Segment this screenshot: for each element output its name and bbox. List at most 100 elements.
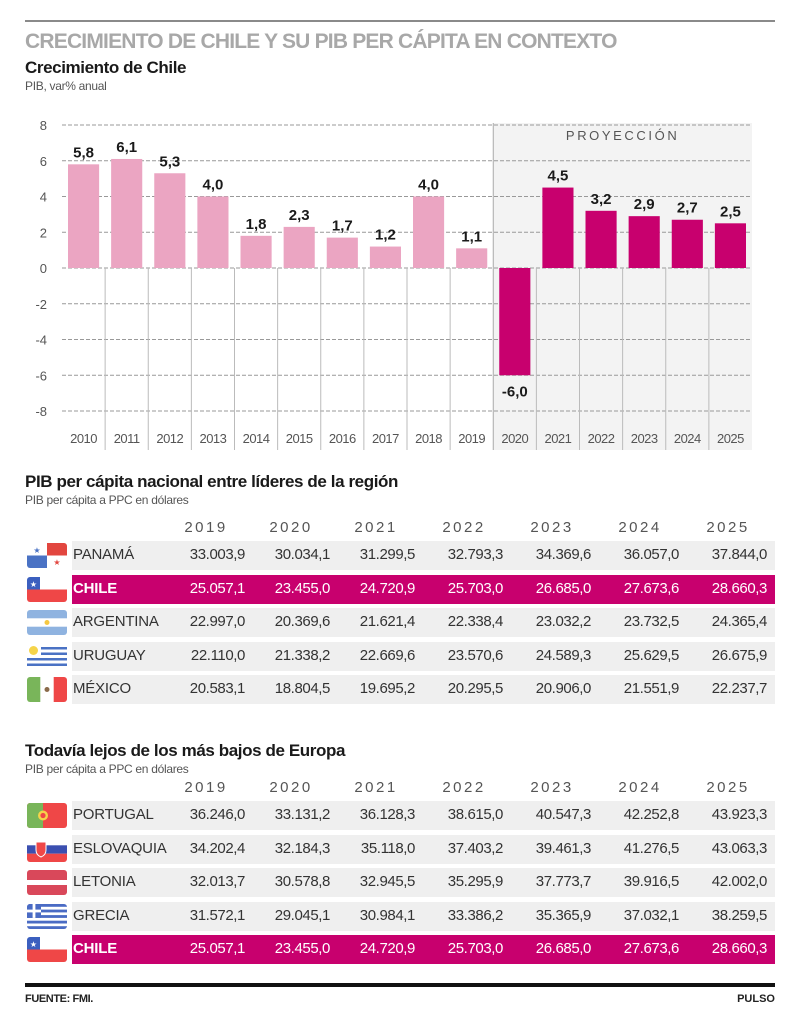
row-background — [72, 574, 775, 604]
column-header-2021: 2021 — [354, 519, 398, 536]
value-cell-2020: 21.338,2 — [274, 646, 331, 664]
data-label-2021: 4,5 — [548, 168, 569, 185]
bar-2013 — [197, 196, 229, 268]
table2-subtitle: PIB per cápita a PPC en dólares — [25, 762, 189, 776]
x-tick-label: 2021 — [544, 431, 571, 446]
table-header: 2019 2020 2021 2022 2023 2024 2025 — [25, 775, 775, 801]
latvia-flag-icon — [27, 870, 67, 895]
column-header-2025: 2025 — [706, 779, 750, 796]
table-row-chile: ★ CHILE 25.057,1 23.455,0 24.720,9 25.703,0 26… — [25, 574, 775, 604]
country-name: PANAMÁ — [73, 546, 135, 563]
chile-flag-icon: ★ — [27, 576, 67, 602]
svg-text:★: ★ — [33, 546, 40, 555]
table-row-eslovaquia: ESLOVAQUIA 34.202,4 32.184,3 35.118,0 37.403… — [25, 834, 775, 864]
data-label-2014: 1,8 — [246, 216, 267, 233]
value-cell-2020: 30.034,1 — [274, 546, 331, 563]
value-cell-2020: 23.455,0 — [274, 940, 331, 957]
row-background — [72, 541, 775, 570]
y-tick-label: -6 — [35, 368, 47, 383]
europe-gdp-table: 2019 2020 2021 2022 2023 2024 2025 PORTUGAL 36.2… — [25, 775, 775, 969]
value-cell-2021: 21.621,4 — [359, 613, 416, 630]
bar-2018 — [413, 196, 445, 268]
value-cell-2019: 22.110,0 — [190, 646, 245, 664]
table-row-méxico: MÉXICO 20.583,1 18.804,5 19.695,2 20.295,5 20… — [25, 675, 775, 704]
data-label-2015: 2,3 — [289, 207, 310, 224]
data-label-2016: 1,7 — [332, 218, 353, 235]
table-row-panamá: ★ ★ PANAMÁ 33.003,9 30.034,1 31.299,5 32.793,3… — [25, 541, 775, 570]
bar-2016 — [326, 237, 358, 268]
value-cell-2022: 38.615,0 — [447, 806, 504, 823]
column-header-2020: 2020 — [269, 519, 313, 536]
main-title: CRECIMIENTO DE CHILE Y SU PIB PER CÁPITA… — [25, 30, 617, 53]
bar-2015 — [283, 226, 315, 268]
value-cell-2022: 32.793,3 — [447, 546, 504, 563]
value-cell-2020: 32.184,3 — [274, 839, 331, 857]
x-tick-label: 2025 — [717, 431, 744, 446]
bottom-rule — [25, 983, 775, 987]
value-cell-2024: 25.629,5 — [623, 646, 680, 664]
x-tick-label: 2014 — [243, 431, 270, 446]
value-cell-2022: 22.338,4 — [447, 613, 504, 630]
data-label-2019: 1,1 — [461, 228, 482, 245]
column-header-2020: 2020 — [269, 779, 313, 796]
data-label-2023: 2,9 — [634, 196, 655, 213]
value-cell-2019: 34.202,4 — [189, 839, 246, 857]
value-cell-2024: 37.032,1 — [623, 906, 680, 924]
uruguay-flag-icon — [27, 643, 67, 669]
data-label-2024: 2,7 — [677, 200, 698, 217]
table-header: 2019 2020 2021 2022 2023 2024 2025 — [25, 515, 775, 541]
value-cell-2024: 27.673,6 — [623, 579, 680, 597]
row-background — [72, 641, 775, 671]
bar-2017 — [369, 246, 401, 268]
data-label-2012: 5,3 — [159, 153, 180, 170]
latam-gdp-table: 2019 2020 2021 2022 2023 2024 2025 ★ ★ PANAMÁ 33.0… — [25, 515, 775, 709]
value-cell-2025: 28.660,3 — [711, 940, 768, 957]
bar-2011 — [111, 158, 143, 268]
value-cell-2023: 24.589,3 — [535, 646, 592, 664]
row-background — [72, 675, 775, 704]
value-cell-2025: 37.844,0 — [711, 546, 768, 563]
column-header-2023: 2023 — [530, 779, 574, 796]
value-cell-2025: 38.259,5 — [711, 906, 768, 924]
y-tick-label: -2 — [35, 297, 47, 312]
value-cell-2025: 43.063,3 — [711, 839, 768, 857]
value-cell-2021: 24.720,9 — [359, 579, 416, 597]
growth-bar-chart: PROYECCIÓN 8 6 4 2 0 -2 -4 -6 -8 5,8 2010 6,1 2011 5,3… — [35, 118, 752, 450]
table2-title: Todavía lejos de los más bajos de Europa — [25, 741, 346, 760]
value-cell-2019: 25.057,1 — [189, 579, 246, 597]
x-tick-label: 2013 — [199, 431, 226, 446]
column-header-2022: 2022 — [442, 779, 486, 796]
column-header-2021: 2021 — [354, 779, 398, 796]
data-label-2013: 4,0 — [203, 177, 224, 194]
bar-2019 — [456, 248, 488, 268]
country-name: ARGENTINA — [73, 613, 159, 630]
column-header-2023: 2023 — [530, 519, 574, 536]
value-cell-2021: 22.669,6 — [359, 646, 416, 664]
value-cell-2020: 29.045,1 — [274, 906, 331, 924]
column-header-2019: 2019 — [184, 519, 228, 536]
data-label-2018: 4,0 — [418, 177, 439, 194]
value-cell-2022: 35.295,9 — [447, 873, 504, 890]
value-cell-2025: 24.365,4 — [711, 613, 768, 630]
table-row-argentina: ARGENTINA 22.997,0 20.369,6 21.621,4 22.338,… — [25, 608, 775, 637]
table-row-portugal: PORTUGAL 36.246,0 33.131,2 36.128,3 38.615,0… — [25, 801, 775, 830]
value-cell-2025: 22.237,7 — [711, 680, 768, 697]
data-label-2017: 1,2 — [375, 227, 396, 244]
value-cell-2021: 36.128,3 — [359, 806, 416, 823]
argentina-flag-icon — [27, 610, 67, 635]
column-header-2024: 2024 — [618, 519, 662, 536]
value-cell-2025: 28.660,3 — [711, 579, 768, 597]
data-label-2025: 2,5 — [720, 203, 741, 220]
column-header-2022: 2022 — [442, 519, 486, 536]
value-cell-2024: 41.276,5 — [623, 839, 680, 857]
value-cell-2023: 39.461,3 — [535, 839, 592, 857]
y-tick-label: -8 — [35, 404, 47, 419]
projection-label: PROYECCIÓN — [566, 128, 679, 143]
value-cell-2021: 19.695,2 — [359, 680, 416, 697]
value-cell-2024: 39.916,5 — [623, 873, 680, 890]
table-row-letonia: LETONIA 32.013,7 30.578,8 32.945,5 35.295,9 3… — [25, 868, 775, 897]
bar-2012 — [154, 173, 186, 268]
greece-flag-icon — [27, 903, 67, 929]
data-label-2022: 3,2 — [591, 191, 612, 208]
value-cell-2023: 23.032,2 — [535, 613, 592, 630]
